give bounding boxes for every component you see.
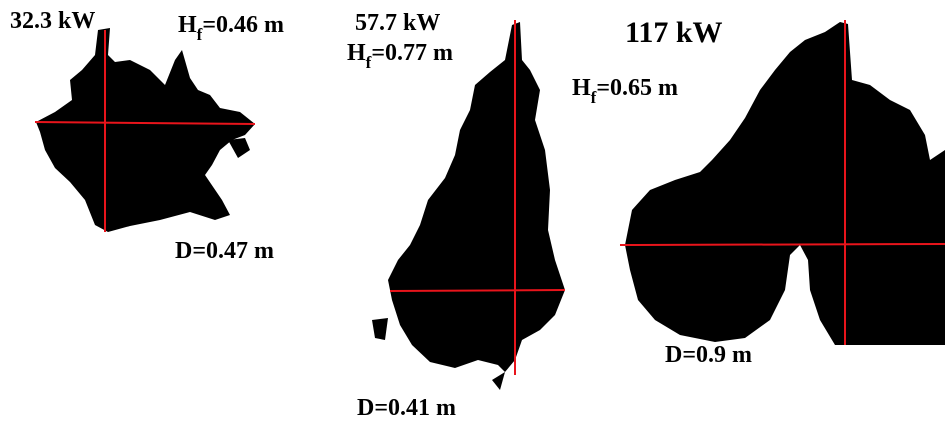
figure: 32.3 kW Hf=0.46 m D=0.47 m 57.7 kW Hf=0.… (0, 0, 945, 422)
horizontal-axis-line (390, 290, 565, 291)
flame-panel-3: 117 kW Hf=0.65 m D=0.9 m (572, 16, 945, 368)
height-label: Hf=0.46 m (178, 12, 284, 44)
power-label: 117 kW (625, 16, 723, 49)
flame-fragment (372, 318, 388, 340)
height-label: Hf=0.65 m (572, 75, 678, 107)
power-label: 57.7 kW (355, 10, 440, 36)
height-symbol: H (347, 40, 366, 66)
height-label: Hf=0.77 m (347, 40, 453, 72)
flame-silhouette (36, 28, 255, 232)
height-symbol: H (572, 75, 591, 101)
height-value: =0.77 m (371, 40, 453, 66)
horizontal-axis-line (620, 244, 945, 245)
flame-panel-1: 32.3 kW Hf=0.46 m D=0.47 m (10, 8, 284, 264)
height-value: =0.65 m (596, 75, 678, 101)
power-label: 32.3 kW (10, 8, 95, 34)
height-value: =0.46 m (202, 12, 284, 38)
flame-fragment (228, 138, 250, 158)
flame-fragment (492, 372, 505, 390)
flame-silhouette (388, 22, 565, 372)
diameter-label: D=0.9 m (665, 342, 752, 368)
diameter-label: D=0.47 m (175, 238, 274, 264)
flame-panel-2: 57.7 kW Hf=0.77 m D=0.41 m (347, 10, 565, 421)
diameter-label: D=0.41 m (357, 395, 456, 421)
height-symbol: H (178, 12, 197, 38)
flame-silhouette (625, 22, 945, 345)
